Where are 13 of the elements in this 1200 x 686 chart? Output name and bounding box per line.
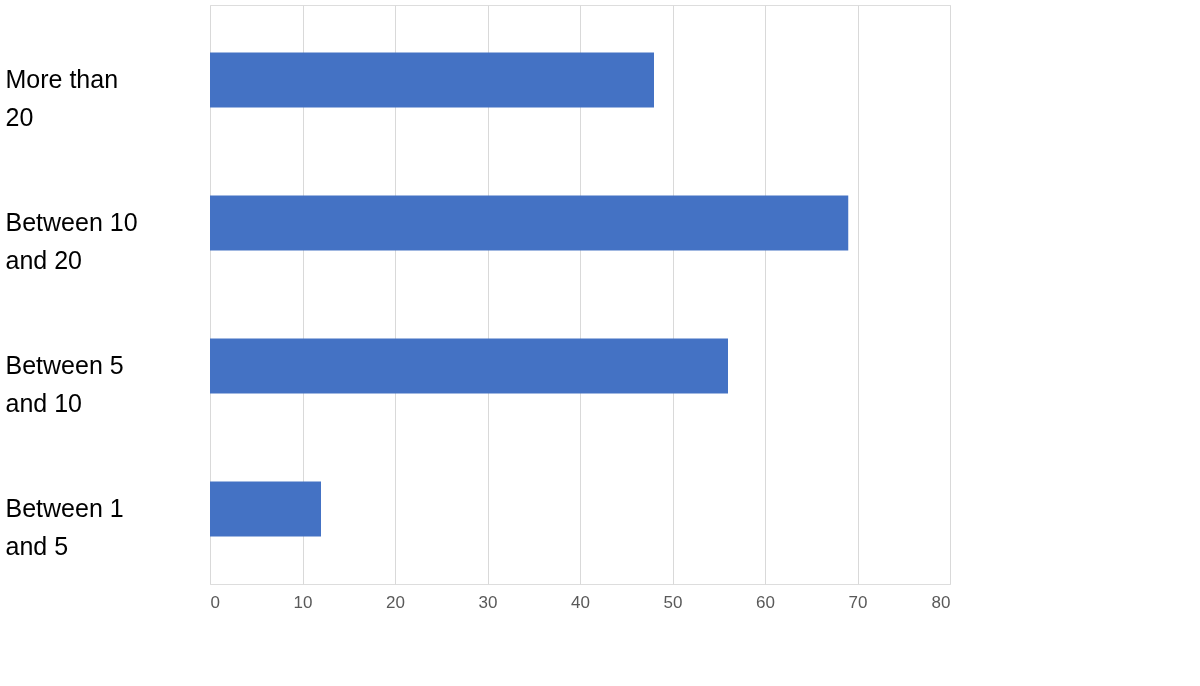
- x-tick-label: 30: [478, 592, 498, 612]
- y-tick-label: Between 5 and 10: [5, 350, 124, 417]
- x-tick-label: 20: [386, 592, 405, 612]
- x-tick-label: 40: [571, 592, 590, 612]
- x-tick-label: 0: [210, 592, 220, 612]
- x-tick-label: 70: [848, 592, 868, 612]
- y-tick-label: Between 10 and 20: [5, 208, 138, 275]
- y-tick-label: Between 1 and 5: [5, 493, 124, 560]
- x-tick-label: 10: [293, 592, 313, 612]
- y-tick-label: More than 20: [5, 65, 119, 132]
- x-tick-label: 80: [931, 592, 951, 612]
- x-tick-label: 60: [756, 592, 775, 612]
- x-tick-label: 50: [663, 592, 683, 612]
